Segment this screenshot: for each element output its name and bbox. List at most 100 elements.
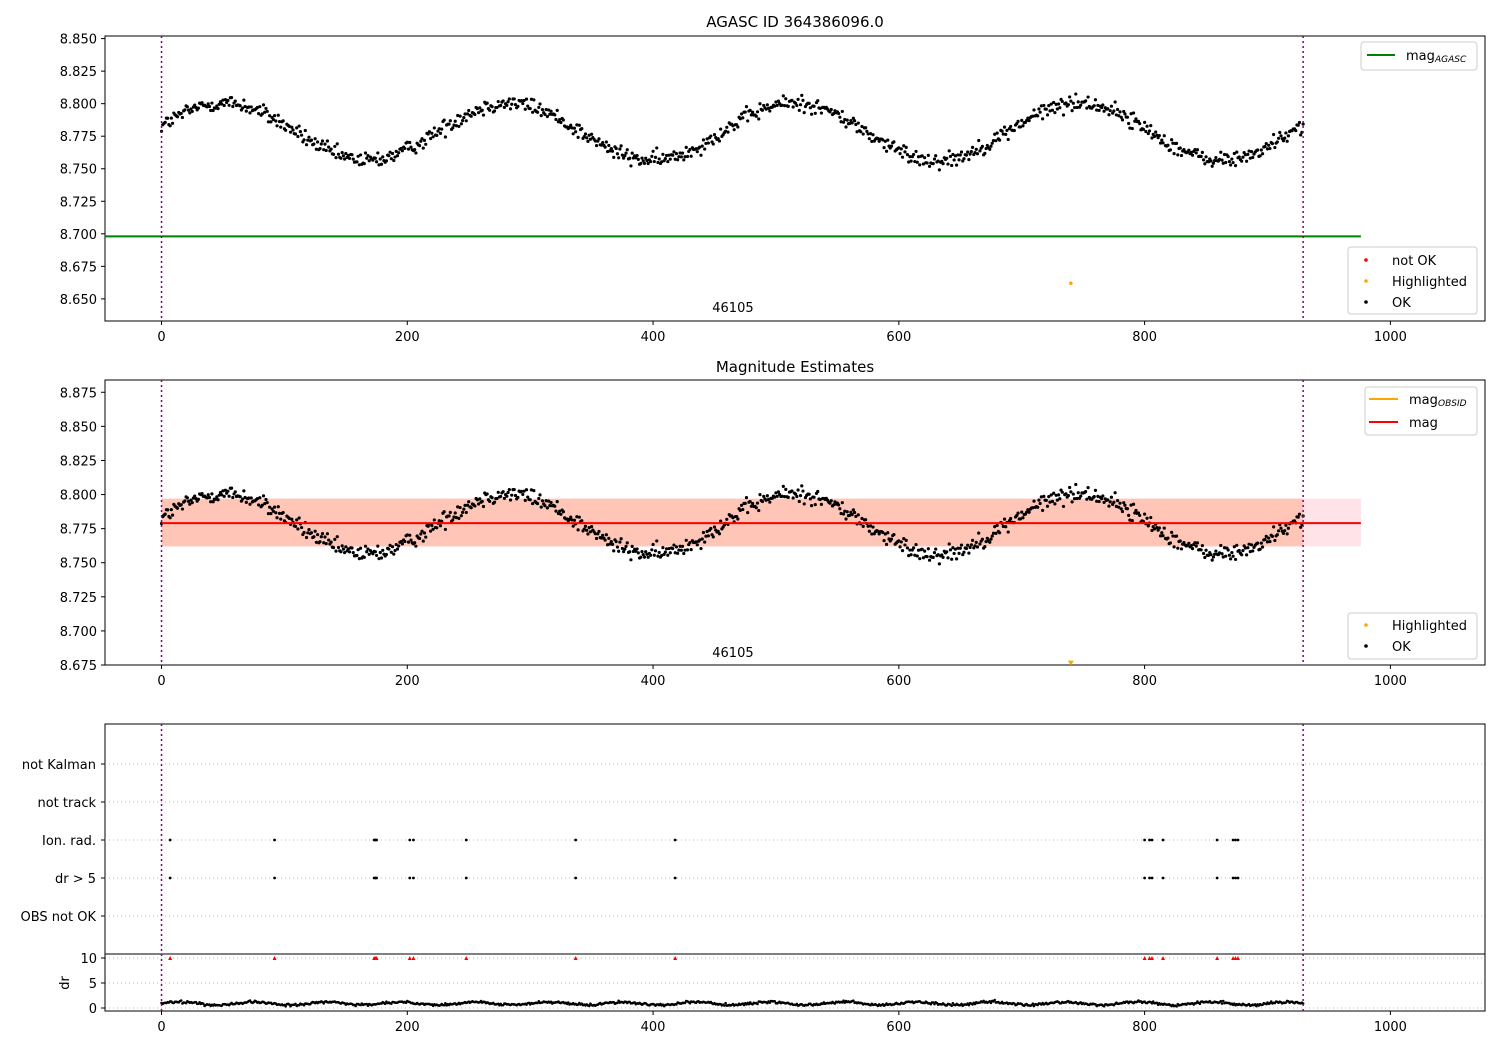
panel2-ok-point [508,498,513,502]
panel1-highlighted-point [1069,281,1073,286]
panel2-ok-point [325,532,330,536]
panel2-ok-point [406,540,411,544]
panel1-legend-bottom [1347,246,1478,315]
panel1-ok-point [544,107,548,112]
panel1-ok-point [436,129,440,133]
panel1-ok-point [314,147,318,151]
panel2-ok-point [295,518,299,522]
panel1-ok-point [915,160,919,164]
panel2-ok-point [694,540,698,544]
panel2-ok-point [852,510,857,515]
panel1-ok-point [585,136,589,140]
panel1-ok-point [1075,105,1079,110]
panel1-ok-point [179,111,183,116]
panel2-ok-point [238,495,242,499]
panel2-ok-point [269,511,273,516]
panel2-ok-point [496,490,500,494]
panel2-ok-point [1245,553,1249,557]
panel1-ok-point [921,162,926,166]
panel2-ok-point [1230,550,1234,555]
panel1-ok-point [209,108,213,113]
panel2-ok-point [229,486,234,490]
panel1-ok-point [954,163,959,167]
panel1-ok-point [618,147,622,151]
panel1-ok-point [861,132,865,136]
panel2-ok-point [849,510,853,514]
panel4-dr-point [354,1004,357,1008]
panel1-ok-point [475,107,479,111]
panel2-ok-point [1026,508,1030,512]
panel2-ok-point [341,547,345,551]
panel2-ok-point [247,496,251,500]
panel2-ok-point [596,532,600,536]
panel1-ok-point [405,140,409,144]
panel1-ok-point [220,102,224,106]
panel2-ok-point [1122,501,1126,505]
panel2-ok-point [945,550,949,554]
panel1-ok-point [409,145,413,149]
panel1-ok-point [476,111,481,115]
panel2-ok-point [1112,500,1116,504]
panel1-ok-point [188,111,192,115]
panel1-ok-point [1145,124,1149,128]
panel1-ok-point [749,113,753,117]
panel2-ok-point [1193,541,1197,545]
panel2-ok-point [322,541,326,545]
panel1-ok-point [1249,150,1254,154]
panel1-ok-point [390,151,395,156]
panel2-ok-point [618,540,622,544]
panel1-ok-point [650,154,654,159]
panel1-ok-point [233,99,237,103]
panel1-ok-point [651,149,655,153]
panel1-ok-point [1037,107,1041,111]
panel2-ok-point [989,537,993,541]
panel3-flag-point [1161,876,1165,880]
panel2-ok-point [993,525,997,529]
panel2-ok-point [265,500,269,505]
panel1-ok-point [660,160,664,164]
panel2-ok-point [456,505,460,509]
panel1-ok-point [215,104,219,108]
panel1-ok-point [1155,133,1159,137]
panel1-ok-point [1161,141,1165,145]
panel2-ok-point [463,503,467,507]
panel2-ok-point [1076,491,1080,495]
panel1-ok-point [840,109,844,114]
panel1-ok-point [442,118,446,122]
panel2-ok-point [871,525,875,529]
panel1-ok-point [671,153,675,157]
panel2-ok-point [1054,493,1058,497]
panel2-ok-point [937,562,941,566]
panel2-ok-point [554,509,558,513]
panel2-ok-point [1220,552,1224,556]
panel2-ok-point [384,552,389,557]
panel2-ok-point [816,489,820,494]
panel2-ok-point [485,492,489,496]
panel1-ok-point [597,137,601,141]
panel2-ok-point [333,537,337,541]
panel2-ok-point [1056,493,1061,497]
panel1-ok-point [838,115,842,119]
panel1-ok-point [781,94,785,98]
panel2-ok-point [1240,553,1244,557]
panel2-ok-point [209,500,213,504]
panel1-ok-point [968,152,972,156]
panel1-ok-point [760,108,765,112]
panel2-ok-point [795,494,799,499]
panel3-flag-point [464,876,468,880]
panel1-ok-point [1160,138,1164,142]
panel2-ok-point [798,494,803,498]
panel1-ok-point [175,115,180,119]
panel2-ok-point [1217,551,1222,555]
panel1-ok-point [1000,129,1004,133]
panel1-ok-point [376,151,380,155]
panel1-ok-point [1004,132,1008,136]
panel1-ok-point [583,132,588,136]
panel1-ok-point [652,159,656,164]
panel2-ok-point [731,516,735,520]
panel2-ok-point [684,538,688,542]
panel2-ok-point [1259,541,1263,545]
panel1-ok-point [1036,114,1040,118]
panel2-ytick-label: 8.700 [60,625,97,640]
panel2-ok-point [1018,517,1023,521]
